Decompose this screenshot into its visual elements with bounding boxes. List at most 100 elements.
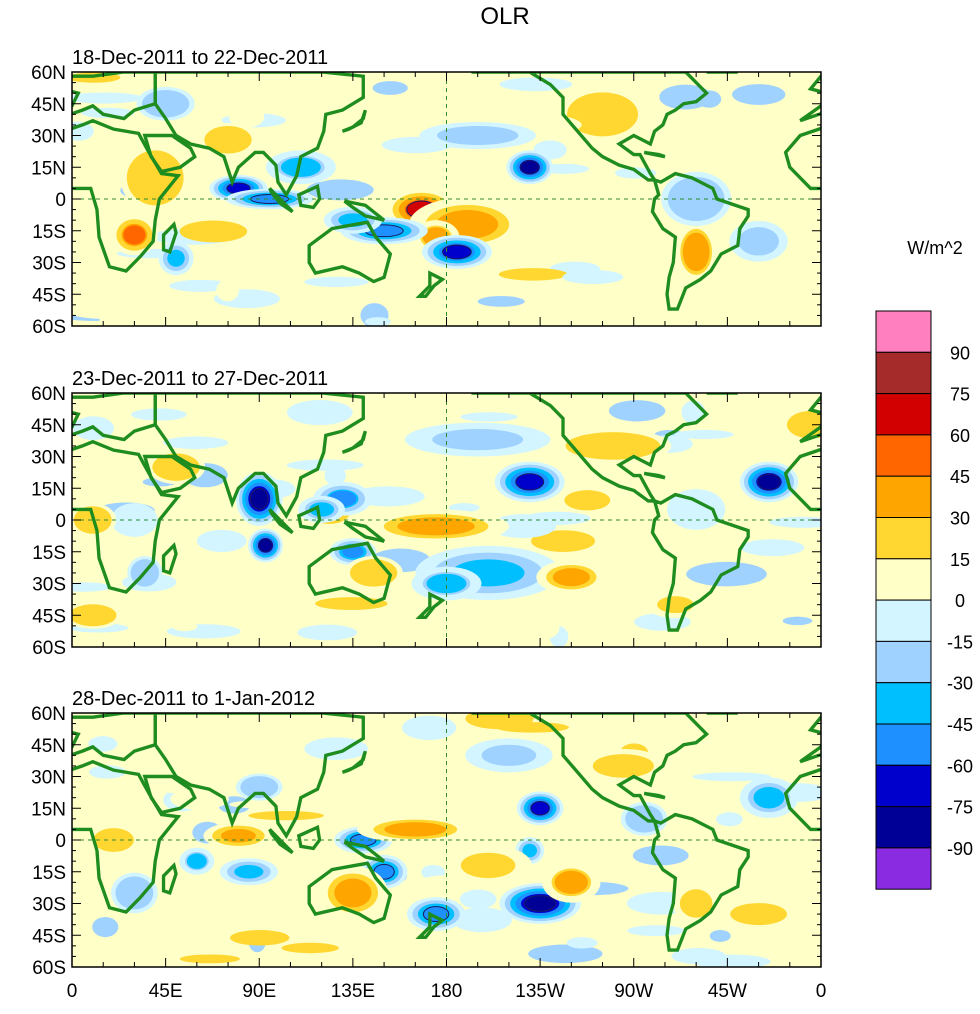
anomaly-positive xyxy=(554,428,672,463)
y-tick-label: 60N xyxy=(31,384,66,405)
contour-level xyxy=(230,234,289,269)
contour-level xyxy=(753,786,785,809)
anomaly-positive xyxy=(558,87,647,142)
y-tick-label: 60S xyxy=(32,317,66,338)
x-tick-label: 45E xyxy=(149,981,183,1002)
texture-blob xyxy=(286,400,353,426)
texture-blob xyxy=(740,539,805,557)
contour-level xyxy=(152,453,200,481)
texture-blob xyxy=(235,746,266,770)
contour-level xyxy=(442,244,472,260)
contour-level xyxy=(787,248,821,277)
y-tick-label: 45S xyxy=(32,285,66,306)
contour-level xyxy=(167,249,185,267)
anomaly-positive xyxy=(672,883,720,924)
contour-level xyxy=(240,776,279,799)
anomaly-negative xyxy=(739,777,799,818)
texture-blob xyxy=(499,77,573,92)
texture-blob xyxy=(709,930,731,942)
texture-blob xyxy=(352,124,384,135)
anomaly-negative xyxy=(111,503,158,537)
colorbar-label: 75 xyxy=(950,385,970,405)
contour-level xyxy=(436,126,519,145)
texture-blob xyxy=(131,408,187,421)
contour-level xyxy=(552,568,590,587)
anomaly-negative xyxy=(419,121,536,150)
contour-level xyxy=(481,744,537,766)
panel-1: 18-Dec-2011 to 22-Dec-2011 60N 45N 30N 15N 0 1… xyxy=(31,47,822,338)
texture-blob xyxy=(172,622,198,632)
texture-blob xyxy=(460,412,518,422)
texture-blob xyxy=(216,279,239,302)
contour-level xyxy=(72,604,117,627)
anomaly-negative xyxy=(248,528,283,563)
texture-blob xyxy=(304,737,368,761)
colorbar-cell xyxy=(875,558,932,601)
colorbar-label: 0 xyxy=(955,591,965,611)
colorbar-label: 60 xyxy=(950,426,970,446)
y-tick-label: 45N xyxy=(31,95,66,116)
y-tick-label: 30S xyxy=(32,575,66,596)
texture-blob xyxy=(306,179,374,201)
texture-blob xyxy=(286,459,364,471)
texture-blob xyxy=(778,950,804,960)
contour-level xyxy=(258,538,273,553)
contour-level xyxy=(334,878,372,908)
colorbar-cell xyxy=(875,351,932,395)
y-tick-label: 30S xyxy=(32,254,66,275)
y-tick-label: 15S xyxy=(32,222,66,243)
contour-level xyxy=(186,853,207,869)
colorbar-label: 45 xyxy=(950,467,970,487)
y-tick-label: 30N xyxy=(31,448,66,469)
contour-level xyxy=(592,754,654,778)
texture-blob xyxy=(303,760,369,784)
anomaly-positive xyxy=(72,601,122,629)
anomaly-negative xyxy=(235,773,283,801)
texture-blob xyxy=(276,562,306,586)
texture-blob xyxy=(691,954,771,967)
anomaly-positive xyxy=(672,218,720,286)
texture-blob xyxy=(562,270,624,285)
y-tick-label: 45N xyxy=(31,736,66,757)
texture-blob xyxy=(72,121,94,141)
texture-blob xyxy=(477,296,525,307)
colorbar-label: 30 xyxy=(950,509,970,529)
y-tick-label: 45S xyxy=(32,606,66,627)
contour-level xyxy=(520,160,540,175)
anomaly-positive xyxy=(111,214,158,256)
texture-blob xyxy=(184,596,209,622)
anomaly-positive xyxy=(317,865,388,921)
anomaly-negative xyxy=(219,858,278,886)
contour-level xyxy=(234,864,264,879)
texture-blob xyxy=(72,582,111,592)
texture-blob xyxy=(81,107,135,119)
texture-blob xyxy=(297,624,358,641)
texture-blob xyxy=(620,296,661,314)
texture-blob xyxy=(632,845,689,866)
anomaly-negative xyxy=(421,234,492,269)
contour-level xyxy=(515,473,545,491)
contour-level xyxy=(657,596,694,614)
anomaly-positive xyxy=(203,822,274,850)
y-tick-label: 60N xyxy=(31,63,66,84)
x-tick-label: 135W xyxy=(515,981,565,1002)
texture-blob xyxy=(248,811,324,821)
x-tick-label: 0 xyxy=(67,981,78,1002)
texture-blob xyxy=(452,907,512,933)
contour-level xyxy=(524,895,557,912)
anomaly-positive xyxy=(787,248,821,277)
contour-level xyxy=(350,559,398,587)
texture-blob xyxy=(716,812,743,827)
colorbar-cell xyxy=(875,310,932,353)
texture-blob xyxy=(163,436,229,449)
texture-blob xyxy=(441,165,475,182)
anomaly-positive xyxy=(723,900,794,928)
texture-blob xyxy=(364,317,391,326)
texture-blob xyxy=(498,268,568,281)
colorbar-cell xyxy=(875,847,932,890)
contour-level xyxy=(679,889,713,918)
contour-level xyxy=(397,517,475,536)
contour-level xyxy=(565,432,661,460)
anomaly-negative xyxy=(265,150,336,185)
texture-blob xyxy=(566,937,598,949)
